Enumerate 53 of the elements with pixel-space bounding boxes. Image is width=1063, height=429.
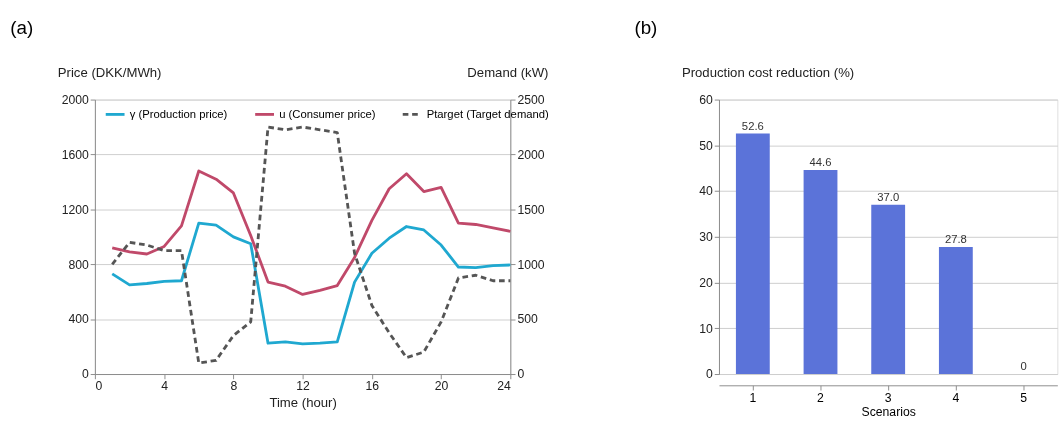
- data-label: 44.6: [809, 156, 832, 169]
- y2-tick-label: 0: [517, 367, 525, 382]
- x-tick-label: 3: [884, 390, 892, 405]
- x-tick-label: 2: [817, 390, 825, 405]
- data-label: 0: [1020, 360, 1027, 373]
- y-tick-label: 60: [699, 92, 714, 107]
- x-tick-label: 20: [434, 379, 449, 394]
- legend-label: γ (Production price): [129, 108, 228, 121]
- line-series: [110, 221, 512, 346]
- x-tick-label: 24: [497, 379, 512, 394]
- legend-label: Ptarget (Target demand): [426, 108, 550, 121]
- x-tick-label: 1: [749, 390, 757, 405]
- y-tick-label: 0: [82, 367, 90, 382]
- bar: [871, 204, 906, 375]
- line-series: [110, 169, 512, 296]
- y-tick-label: 400: [68, 312, 90, 327]
- x-tick-label: 4: [952, 390, 960, 405]
- y-tick-label: 1600: [61, 147, 90, 162]
- bar: [803, 170, 838, 375]
- y2-tick-label: 500: [517, 312, 538, 327]
- x-tick-label: 12: [296, 379, 311, 394]
- y-tick-label: 2000: [61, 92, 90, 107]
- chart-title: (b): [634, 16, 658, 38]
- y-tick-label: 800: [68, 257, 90, 272]
- x-tick-label: 8: [230, 379, 238, 394]
- bar: [938, 246, 973, 375]
- data-label: 27.8: [944, 233, 967, 246]
- y2-tick-label: 2500: [517, 92, 545, 107]
- x-axis-title: Scenarios: [861, 404, 916, 419]
- y2-tick-label: 1000: [517, 257, 545, 272]
- x-tick-label: 0: [95, 379, 103, 394]
- y-tick-label: 40: [699, 184, 714, 199]
- bar: [735, 133, 770, 375]
- y2-tick-label: 1500: [517, 202, 545, 217]
- data-label: 37.0: [877, 191, 900, 204]
- data-label: 52.6: [741, 119, 764, 132]
- y-axis-title: Price (DKK/MWh): [57, 64, 162, 80]
- y2-axis-title: Demand (kW): [467, 64, 549, 80]
- y-tick-label: 10: [699, 321, 714, 336]
- legend-label: u (Consumer price): [279, 108, 376, 121]
- y-tick-label: 20: [699, 275, 714, 290]
- x-tick-label: 16: [365, 379, 380, 394]
- y-axis-title: Production cost reduction (%): [681, 64, 855, 80]
- line-series: [110, 125, 512, 365]
- y-tick-label: 30: [699, 230, 714, 245]
- x-tick-label: 4: [161, 379, 169, 394]
- x-tick-label: 5: [1020, 390, 1028, 405]
- y-tick-label: 50: [699, 138, 714, 153]
- y2-tick-label: 2000: [517, 147, 545, 162]
- x-axis-title: Time (hour): [269, 395, 337, 411]
- chart-title: (a): [10, 16, 34, 38]
- y-tick-label: 1200: [61, 202, 90, 217]
- y-tick-label: 0: [706, 367, 714, 382]
